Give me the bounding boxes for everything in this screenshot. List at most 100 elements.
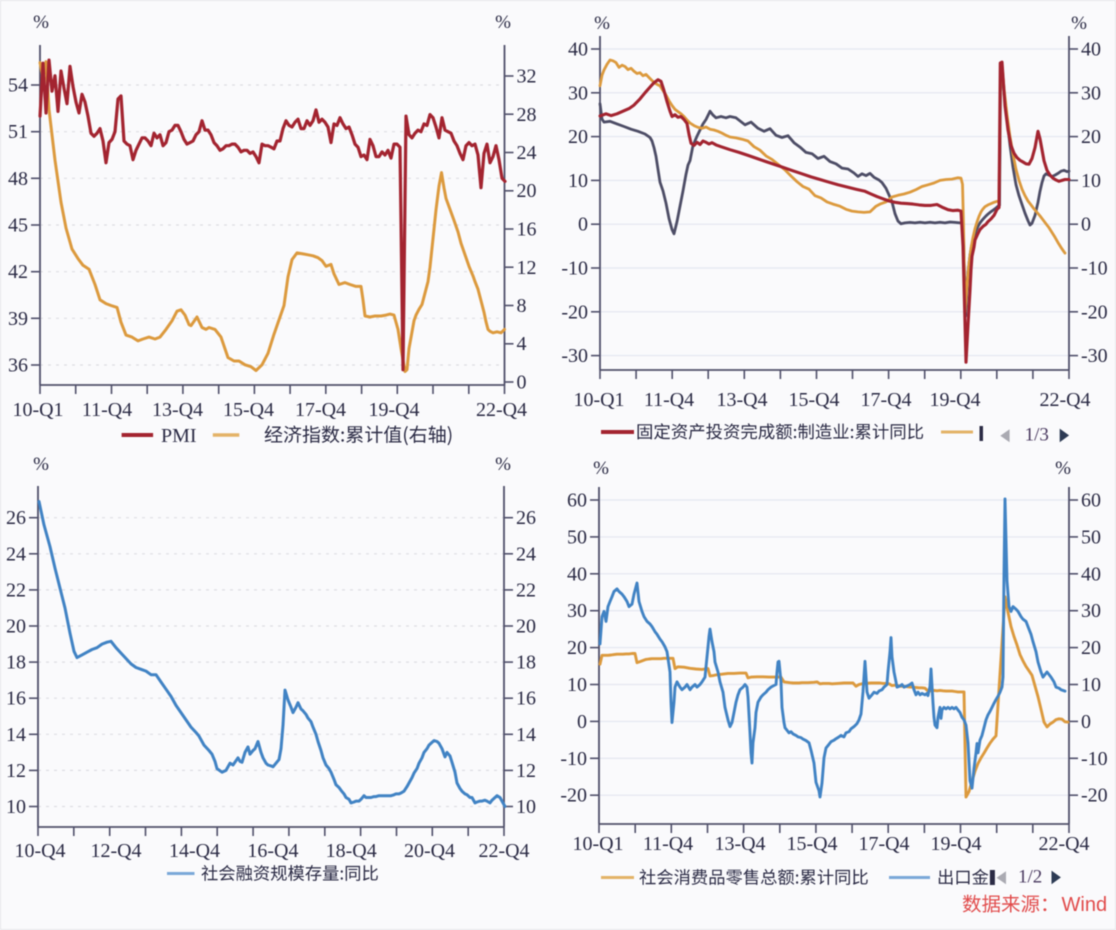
svg-text:30: 30	[567, 600, 587, 622]
svg-text:40: 40	[1081, 563, 1101, 585]
svg-text:26: 26	[6, 507, 26, 529]
svg-text:15-Q4: 15-Q4	[786, 833, 837, 855]
svg-text:22: 22	[516, 579, 536, 601]
svg-text:10-Q1: 10-Q1	[573, 389, 624, 411]
svg-text:16: 16	[6, 688, 26, 710]
svg-text:20: 20	[516, 616, 536, 638]
svg-text:22: 22	[6, 579, 26, 601]
svg-text:-10: -10	[1081, 258, 1108, 280]
svg-text:15-Q4: 15-Q4	[788, 389, 839, 411]
svg-text:20: 20	[1081, 637, 1101, 659]
svg-text:10: 10	[568, 170, 588, 192]
svg-text:20: 20	[567, 637, 587, 659]
svg-text:20-Q4: 20-Q4	[404, 840, 455, 862]
svg-text:32: 32	[517, 66, 537, 88]
svg-text:36: 36	[8, 355, 28, 377]
svg-text:20: 20	[1081, 126, 1101, 148]
svg-text:19-Q4: 19-Q4	[929, 389, 980, 411]
svg-text:13-Q4: 13-Q4	[714, 833, 765, 855]
svg-text:17-Q4: 17-Q4	[295, 399, 346, 421]
svg-text:50: 50	[567, 526, 587, 548]
svg-text:22-Q4: 22-Q4	[1039, 389, 1090, 411]
svg-text:%: %	[1055, 458, 1071, 479]
svg-text:12: 12	[516, 760, 536, 782]
svg-text:16: 16	[516, 688, 536, 710]
svg-text:%: %	[495, 454, 511, 475]
svg-text:45: 45	[8, 215, 28, 237]
svg-text:14-Q4: 14-Q4	[169, 840, 220, 862]
svg-text:51: 51	[8, 121, 28, 143]
svg-text:28: 28	[517, 104, 537, 126]
svg-text:13-Q4: 13-Q4	[716, 389, 767, 411]
svg-text:1/3: 1/3	[1025, 425, 1049, 446]
svg-text:13-Q4: 13-Q4	[152, 399, 203, 421]
svg-text:-10: -10	[560, 748, 587, 770]
svg-text:10-Q1: 10-Q1	[572, 833, 623, 855]
svg-text:22-Q4: 22-Q4	[478, 840, 529, 862]
svg-text:20: 20	[6, 616, 26, 638]
svg-text:40: 40	[567, 563, 587, 585]
svg-text:26: 26	[516, 507, 536, 529]
svg-text:16: 16	[517, 219, 537, 241]
svg-text:17-Q4: 17-Q4	[860, 389, 911, 411]
svg-text:-30: -30	[561, 345, 588, 367]
svg-text:22-Q4: 22-Q4	[476, 399, 527, 421]
svg-text:10: 10	[1081, 674, 1101, 696]
svg-text:22-Q4: 22-Q4	[1038, 833, 1089, 855]
svg-text:40: 40	[568, 39, 588, 61]
svg-text:24: 24	[6, 543, 26, 565]
svg-text:12: 12	[6, 760, 26, 782]
svg-text:0: 0	[1081, 214, 1091, 236]
svg-text:42: 42	[8, 261, 28, 283]
svg-text:30: 30	[1081, 82, 1101, 104]
svg-text:10: 10	[6, 796, 26, 818]
svg-text:12-Q4: 12-Q4	[90, 840, 141, 862]
svg-text:10: 10	[516, 796, 536, 818]
svg-text:-20: -20	[1081, 785, 1108, 807]
svg-text:17-Q4: 17-Q4	[858, 833, 909, 855]
svg-text:PMI: PMI	[161, 425, 197, 447]
svg-text:14: 14	[516, 724, 536, 746]
svg-text:20: 20	[568, 126, 588, 148]
svg-text:15-Q4: 15-Q4	[223, 399, 274, 421]
svg-text:10-Q4: 10-Q4	[14, 840, 65, 862]
svg-text:4: 4	[517, 333, 527, 355]
svg-text:40: 40	[1081, 39, 1101, 61]
svg-text:18: 18	[516, 652, 536, 674]
svg-text:%: %	[594, 13, 610, 34]
svg-text:48: 48	[8, 168, 28, 190]
svg-text:18: 18	[6, 652, 26, 674]
svg-text:39: 39	[8, 308, 28, 330]
svg-text:0: 0	[578, 214, 588, 236]
svg-text:-30: -30	[1081, 345, 1108, 367]
svg-text:12: 12	[517, 257, 537, 279]
svg-text:%: %	[33, 454, 49, 475]
svg-text:10-Q1: 10-Q1	[12, 399, 63, 421]
svg-text:10: 10	[567, 674, 587, 696]
svg-text:14: 14	[6, 724, 26, 746]
svg-text:50: 50	[1081, 526, 1101, 548]
svg-text:0: 0	[1081, 711, 1091, 733]
svg-text:-20: -20	[561, 301, 588, 323]
svg-text:30: 30	[568, 82, 588, 104]
svg-text:1/2: 1/2	[1018, 867, 1042, 888]
svg-text:%: %	[33, 12, 49, 33]
svg-text:-10: -10	[1081, 748, 1108, 770]
svg-text:54: 54	[8, 75, 28, 97]
svg-text:8: 8	[517, 295, 527, 317]
svg-text:11-Q4: 11-Q4	[82, 399, 132, 421]
svg-text:%: %	[495, 12, 511, 33]
svg-text:11-Q4: 11-Q4	[644, 389, 694, 411]
svg-text:19-Q4: 19-Q4	[930, 833, 981, 855]
svg-text:%: %	[1071, 13, 1087, 34]
svg-text:-20: -20	[1081, 301, 1108, 323]
svg-text:30: 30	[1081, 600, 1101, 622]
svg-text:%: %	[593, 458, 609, 479]
svg-text:20: 20	[517, 180, 537, 202]
svg-text:60: 60	[567, 490, 587, 512]
svg-text:-20: -20	[560, 785, 587, 807]
svg-text:60: 60	[1081, 490, 1101, 512]
svg-text:10: 10	[1081, 170, 1101, 192]
svg-text:-10: -10	[561, 258, 588, 280]
svg-text:24: 24	[517, 142, 537, 164]
